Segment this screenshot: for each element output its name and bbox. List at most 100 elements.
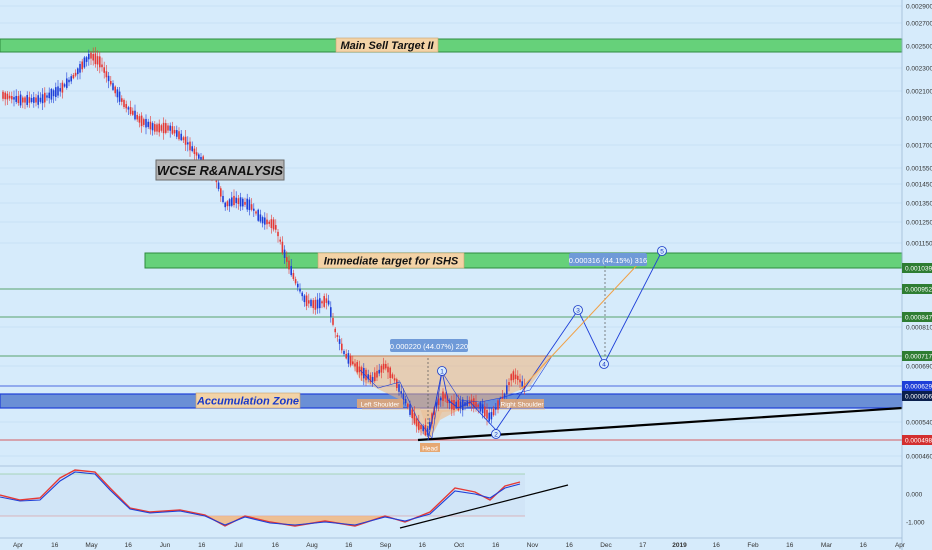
candle-body-67 <box>149 121 152 130</box>
candle-body-232 <box>512 371 515 381</box>
price-badge <box>902 312 932 322</box>
candle-body-181 <box>400 391 402 394</box>
candle-body-151 <box>334 328 336 333</box>
candle-body-164 <box>363 367 365 379</box>
candle-body-64 <box>143 119 145 125</box>
candle-body-40 <box>90 52 92 59</box>
candle-body-104 <box>231 197 233 206</box>
candle-body-236 <box>521 381 523 387</box>
price-tick-label: 0.001250 <box>906 220 932 227</box>
price-tick-label: 0.001550 <box>906 166 932 173</box>
candle-body-137 <box>303 295 306 303</box>
candle-body-5 <box>13 97 15 100</box>
candle-body-126 <box>279 239 281 242</box>
candle-body-50 <box>112 83 114 90</box>
candle-body-217 <box>479 402 482 412</box>
price-tick-label: 0.002300 <box>906 66 932 73</box>
candle-body-130 <box>288 260 290 270</box>
candle-body-1 <box>4 92 6 100</box>
main-sell-target-label: Main Sell Target II <box>335 37 439 53</box>
candle-body-117 <box>259 214 262 222</box>
candle-body-79 <box>176 130 178 137</box>
candle-body-103 <box>228 199 231 207</box>
candle-body-233 <box>514 374 517 379</box>
candle-body-27 <box>61 82 64 93</box>
svg-text:3: 3 <box>576 308 580 315</box>
candle-body-192 <box>424 425 427 436</box>
price-badge <box>902 381 932 391</box>
candle-body-174 <box>385 364 387 369</box>
candle-body-109 <box>242 198 244 207</box>
candle-body-158 <box>349 355 352 366</box>
price-tick-label: 0.000540 <box>906 420 932 427</box>
candle-body-113 <box>250 204 253 210</box>
candle-body-176 <box>389 367 391 378</box>
candle-body-53 <box>118 91 121 102</box>
candle-body-144 <box>319 298 321 309</box>
candle-body-200 <box>442 391 444 401</box>
candle-body-185 <box>409 404 411 415</box>
candle-body-30 <box>68 79 70 83</box>
time-tick-label: 2019 <box>672 542 687 549</box>
price-badge-label: 0.000606 <box>905 394 932 401</box>
candle-body-114 <box>253 208 255 211</box>
candle-body-183 <box>404 399 407 404</box>
measure-label-1-text: 0.000220 (44.07%) 220 <box>390 342 468 351</box>
immediate-target-text: Immediate target for ISHS <box>324 256 459 268</box>
candle-body-138 <box>305 295 308 307</box>
candle-body-69 <box>154 124 156 132</box>
time-tick-label: 16 <box>51 542 59 549</box>
candle-body-223 <box>492 409 495 416</box>
price-tick-label: 0.000690 <box>906 364 932 371</box>
right-shoulder-text: Right Shoulder <box>501 402 545 409</box>
time-tick-label: Sep <box>380 542 392 549</box>
candle-body-149 <box>330 307 332 317</box>
candle-body-189 <box>418 421 420 430</box>
time-tick-label: 16 <box>198 542 206 549</box>
candle-body-98 <box>217 182 220 190</box>
candles <box>2 47 526 438</box>
price-badge-label: 0.001039 <box>905 266 932 273</box>
candle-body-169 <box>374 372 376 382</box>
candle-body-110 <box>244 201 246 205</box>
candle-body-70 <box>156 124 158 132</box>
head-label: Head <box>420 443 440 453</box>
left-shoulder-text: Left Shoulder <box>361 402 401 409</box>
candle-body-15 <box>35 97 37 103</box>
candle-body-73 <box>162 122 165 134</box>
candle-body-72 <box>160 125 163 131</box>
measure-label-2: 0.000316 (44.15%) 316 <box>569 253 647 266</box>
candle-body-166 <box>367 374 369 380</box>
candle-body-71 <box>158 123 160 133</box>
candle-body-55 <box>123 99 125 108</box>
time-tick-label: Feb <box>747 542 759 549</box>
time-tick-label: 16 <box>492 542 500 549</box>
candle-body-19 <box>44 92 46 103</box>
time-tick-label: 16 <box>860 542 868 549</box>
candle-body-74 <box>165 123 167 133</box>
price-tick-label: 0.001450 <box>906 182 932 189</box>
candle-body-129 <box>286 257 288 262</box>
time-tick-label: Dec <box>600 542 612 549</box>
price-badge <box>902 351 932 361</box>
candle-body-206 <box>455 401 457 409</box>
candle-body-188 <box>415 418 418 427</box>
candle-body-83 <box>184 136 187 145</box>
candle-body-161 <box>356 362 358 373</box>
pattern-drawings <box>348 266 606 440</box>
candle-body-84 <box>187 142 189 145</box>
head-text: Head <box>422 446 438 453</box>
candle-body-134 <box>297 283 299 288</box>
candle-body-167 <box>369 375 372 383</box>
candle-body-44 <box>99 56 101 68</box>
candle-body-191 <box>422 426 424 432</box>
time-tick-label: 17 <box>639 542 647 549</box>
price-tick-label: 0.001350 <box>906 201 932 208</box>
candle-body-49 <box>110 81 112 85</box>
svg-text:5: 5 <box>660 249 664 256</box>
elliott-wave-path <box>427 250 663 441</box>
candle-body-115 <box>255 211 257 214</box>
candle-body-235 <box>519 379 521 383</box>
